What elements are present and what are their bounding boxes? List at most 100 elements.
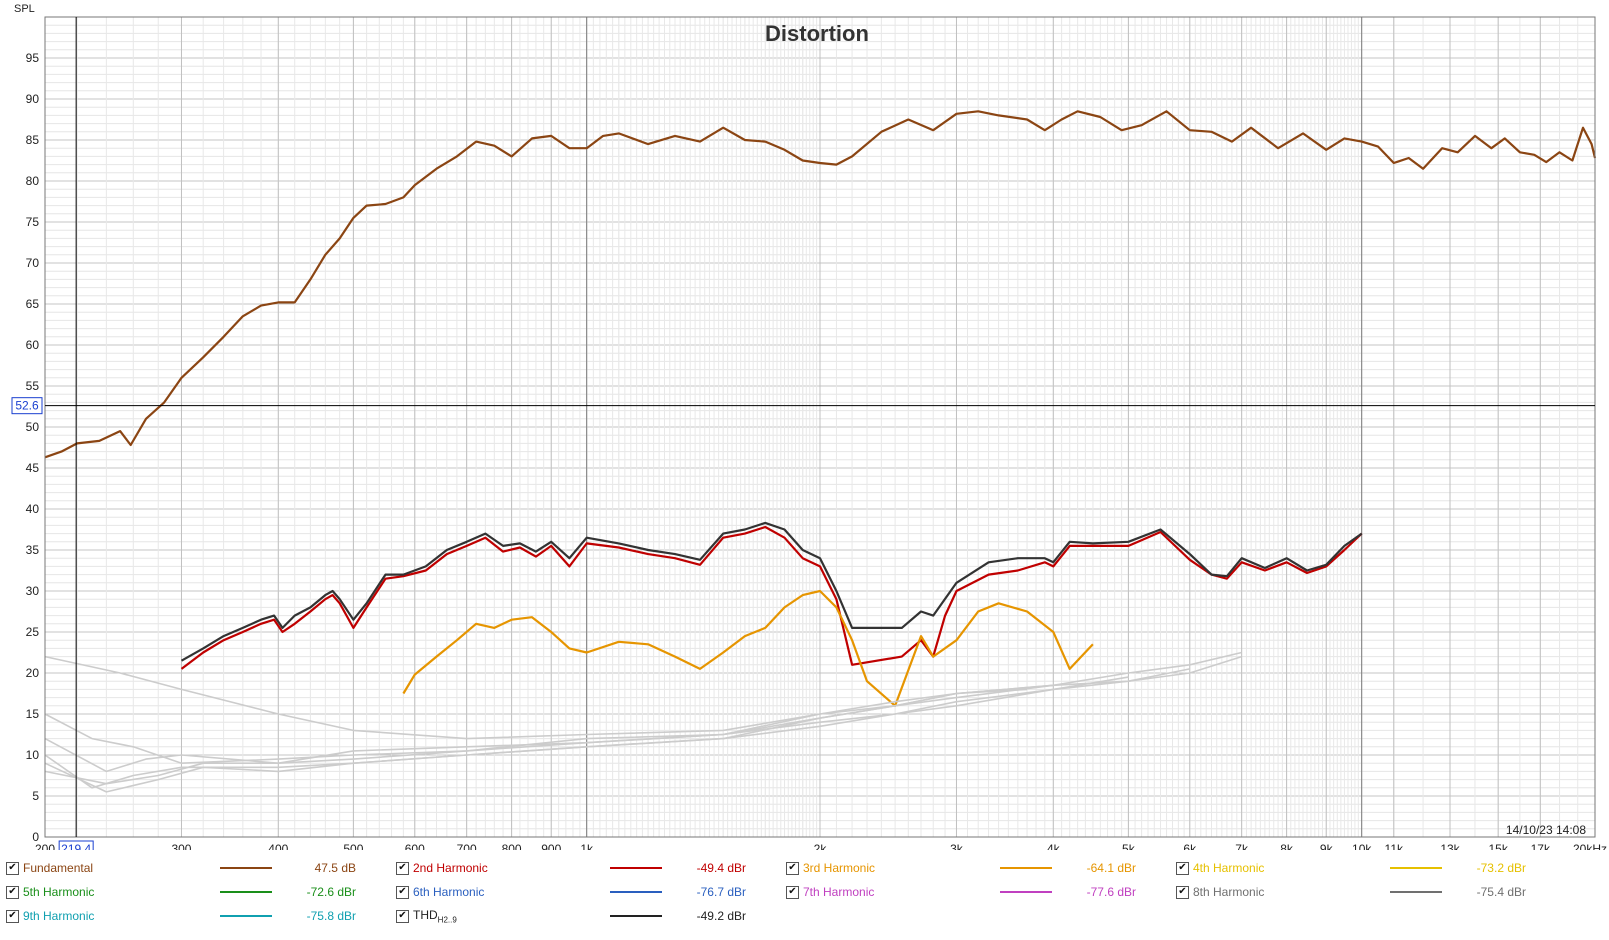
series-line-0 [44, 110, 1597, 459]
legend-label: THDH2..9 [413, 907, 457, 925]
x-tick-label: 13k [1440, 842, 1460, 850]
series-line-9 [44, 688, 1028, 785]
legend-checkbox[interactable]: ✔ [396, 909, 409, 923]
legend-swatch [1390, 867, 1442, 869]
legend-label: 8th Harmonic [1193, 885, 1265, 899]
y-tick-label: 50 [26, 420, 40, 434]
legend-swatch [220, 891, 272, 893]
y-tick-label: 55 [26, 379, 40, 393]
legend-checkbox[interactable]: ✔ [6, 885, 19, 899]
legend-value: -76.7 dBr [696, 885, 746, 899]
y-tick-label: 5 [32, 789, 39, 803]
legend-checkbox[interactable]: ✔ [1176, 885, 1189, 899]
legend-item[interactable]: ✔ 5th Harmonic [6, 882, 94, 902]
cursor-y-readout: 52.6 [15, 399, 39, 413]
legend-checkbox[interactable]: ✔ [786, 885, 799, 899]
y-tick-label: 15 [26, 707, 40, 721]
x-tick-label: 300 [171, 842, 191, 850]
y-tick-label: 95 [26, 51, 40, 65]
legend-value: 47.5 dB [314, 861, 356, 875]
legend-value: -64.1 dBr [1086, 861, 1136, 875]
y-axis-label: SPL [14, 3, 35, 15]
plot-frame [44, 16, 1596, 838]
y-tick-label: 85 [26, 133, 40, 147]
x-tick-label: 17k [1531, 842, 1551, 850]
legend-checkbox[interactable]: ✔ [396, 885, 409, 899]
legend-item[interactable]: ✔ 7th Harmonic [786, 882, 874, 902]
legend-checkbox[interactable]: ✔ [6, 909, 19, 923]
legend-item[interactable]: ✔ 8th Harmonic [1176, 882, 1264, 902]
y-tick-label: 45 [26, 461, 40, 475]
series-line-3 [180, 521, 1363, 662]
distortion-chart: 0 5 10 15 20 25 30 35 40 45 50 55 60 65 70 75 80 85 90 95 20… [11, 3, 1607, 850]
cursor-x-readout: 219.4 [61, 842, 91, 850]
x-tick-label: 15k [1488, 842, 1508, 850]
legend-swatch [610, 891, 662, 893]
x-tick-label: 700 [457, 842, 477, 850]
y-tick-label: 0 [32, 830, 39, 844]
legend-swatch [610, 867, 662, 869]
y-tick-label: 35 [26, 543, 40, 557]
x-tick-label: 4k [1047, 842, 1061, 850]
x-tick-label: 9k [1320, 842, 1334, 850]
axes: 0 5 10 15 20 25 30 35 40 45 50 55 60 65 70 75 80 85 90 95 20… [11, 16, 1607, 850]
legend-value: -49.4 dBr [696, 861, 746, 875]
y-tick-label: 30 [26, 584, 40, 598]
legend-item[interactable]: ✔ 2nd Harmonic [396, 858, 488, 878]
legend-swatch [1000, 891, 1052, 893]
series-layer [44, 110, 1597, 793]
legend-checkbox[interactable]: ✔ [396, 861, 409, 875]
legend-value: -73.2 dBr [1476, 861, 1526, 875]
x-tick-label: 1k [580, 842, 594, 850]
legend-value: -75.4 dBr [1476, 885, 1526, 899]
legend-checkbox[interactable]: ✔ [6, 861, 19, 875]
legend-value: -75.8 dBr [306, 909, 356, 923]
x-tick-label: 800 [502, 842, 522, 850]
y-tick-label: 70 [26, 256, 40, 270]
y-tick-label: 60 [26, 338, 40, 352]
x-tick-label: 3k [950, 842, 964, 850]
series-line-2 [402, 589, 1094, 707]
legend-item[interactable]: ✔ 3rd Harmonic [786, 858, 875, 878]
y-tick-label: 65 [26, 297, 40, 311]
y-tick-label: 75 [26, 215, 40, 229]
legend-item[interactable]: ✔ 6th Harmonic [396, 882, 484, 902]
legend-value: -77.6 dBr [1086, 885, 1136, 899]
legend-value: -49.2 dBr [696, 909, 746, 923]
x-tick-label: 11k [1385, 842, 1404, 850]
y-tick-label: 10 [26, 748, 40, 762]
legend-label: 7th Harmonic [803, 885, 875, 899]
y-tick-label: 20 [26, 666, 40, 680]
legend-value: -72.6 dBr [306, 885, 356, 899]
legend-swatch [220, 915, 272, 917]
x-tick-label: 7k [1235, 842, 1249, 850]
x-tick-label: 600 [405, 842, 425, 850]
legend-item[interactable]: ✔ 4th Harmonic [1176, 858, 1264, 878]
legend-label: 4th Harmonic [1193, 861, 1265, 875]
legend-item[interactable]: ✔ Fundamental [6, 858, 93, 878]
legend-label: 5th Harmonic [23, 885, 95, 899]
y-tick-label: 25 [26, 625, 40, 639]
x-tick-label: 10k [1352, 842, 1372, 850]
x-tick-label: 2k [814, 842, 828, 850]
legend: ✔ Fundamental 47.5 dB ✔ 2nd Harmonic -49.4 dB… [0, 858, 1609, 940]
chart-canvas: 0 5 10 15 20 25 30 35 40 45 50 55 60 65 70 75 80 85 90 95 20… [11, 3, 1607, 850]
x-tick-label: 500 [343, 842, 363, 850]
legend-swatch [1390, 891, 1442, 893]
y-tick-label: 90 [26, 92, 40, 106]
legend-swatch [610, 915, 662, 917]
x-tick-label: 900 [541, 842, 561, 850]
series-line-4 [44, 651, 1242, 740]
y-tick-label: 80 [26, 174, 40, 188]
x-tick-label: 400 [268, 842, 288, 850]
legend-item[interactable]: ✔ 9th Harmonic [6, 906, 94, 926]
legend-item[interactable]: ✔ THDH2..9 [396, 906, 457, 926]
legend-label: 2nd Harmonic [413, 861, 488, 875]
legend-checkbox[interactable]: ✔ [1176, 861, 1189, 875]
legend-label: Fundamental [23, 861, 94, 875]
legend-checkbox[interactable]: ✔ [786, 861, 799, 875]
cursor-x-box [58, 840, 94, 850]
legend-label-subscript: H2..9 [437, 915, 457, 925]
grid [44, 17, 1596, 838]
cursor-y-box [11, 397, 43, 415]
